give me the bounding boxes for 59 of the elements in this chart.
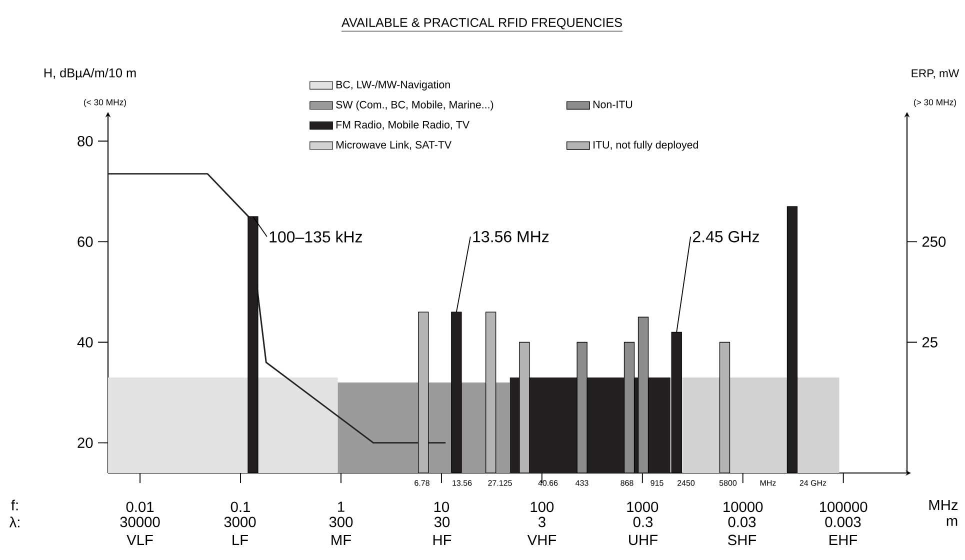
text: 6.78 [414, 480, 430, 486]
x-tick-label: 10000 [724, 502, 763, 512]
legend-label: Microwave Link, SAT-TV [336, 140, 452, 150]
text: 30 [434, 516, 450, 528]
x-axis-title: MHz [929, 500, 958, 510]
legend-label: Non-ITU [593, 100, 632, 108]
text: f: [11, 500, 18, 510]
text: 433 [576, 480, 588, 486]
annotation: 13.56 MHz [473, 231, 549, 242]
text: λ: [9, 516, 20, 528]
text: (> 30 MHz) [914, 98, 956, 108]
text: (< 30 MHz) [84, 98, 126, 108]
y-tick-label: 60 [78, 236, 93, 247]
x-tick-label: 100 [530, 502, 554, 512]
text: 40.66 [538, 480, 558, 486]
text: 0.003 [825, 516, 861, 528]
x-tick-label: 10 [434, 502, 450, 512]
text: 300 [329, 516, 353, 528]
chart-title: AVAILABLE & PRACTICAL RFID FREQUENCIES [341, 18, 622, 30]
text: SHF [728, 534, 756, 546]
text: UHF [629, 534, 658, 546]
text: VLF [126, 534, 153, 546]
text: 3 [538, 516, 546, 528]
text: 24 GHz [800, 480, 826, 486]
x-tick-label: 0.1 [230, 502, 250, 512]
y-tick-label: 80 [78, 136, 93, 146]
text: 915 [650, 480, 664, 486]
text: VHF [527, 534, 556, 546]
text: EHF [830, 534, 858, 546]
x-tick-label: 100000 [820, 502, 868, 512]
y2-tick-label: 250 [922, 236, 946, 247]
text: 0.03 [728, 516, 756, 528]
legend-label: BC, LW-/MW-Navigation [336, 80, 450, 90]
text: 868 [620, 480, 634, 486]
legend-label: FM Radio, Mobile Radio, TV [336, 120, 470, 130]
text: 0.3 [633, 516, 653, 528]
text: 27.125 [488, 480, 512, 486]
text: 30000 [120, 516, 160, 528]
text: LF [232, 534, 248, 546]
text: 3000 [224, 516, 256, 528]
y-axis-title: H, dBµA/m/10 m [44, 68, 136, 80]
legend-label: SW (Com., BC, Mobile, Marine...) [336, 100, 494, 111]
x-tick-label: 1 [338, 502, 344, 512]
text: HF [433, 534, 452, 546]
x-tick-label: 1000 [627, 502, 658, 512]
y-tick-label: 40 [77, 337, 93, 348]
text: 13.56 [452, 480, 472, 486]
text: MF [332, 534, 351, 546]
text: MHz [760, 480, 776, 486]
text: 2450 [678, 480, 695, 486]
text: m [946, 518, 958, 526]
y2-tick-label: 25 [922, 337, 938, 348]
annotation: 2.45 GHz [692, 231, 759, 242]
annotation: 100–135 kHz [270, 230, 362, 243]
legend-label: ITU, not fully deployed [594, 140, 698, 151]
y2-axis-title: ERP, mW [912, 69, 960, 79]
text: 5800 [719, 480, 737, 486]
x-tick-label: 0.01 [126, 502, 154, 512]
y-tick-label: 20 [78, 438, 93, 448]
